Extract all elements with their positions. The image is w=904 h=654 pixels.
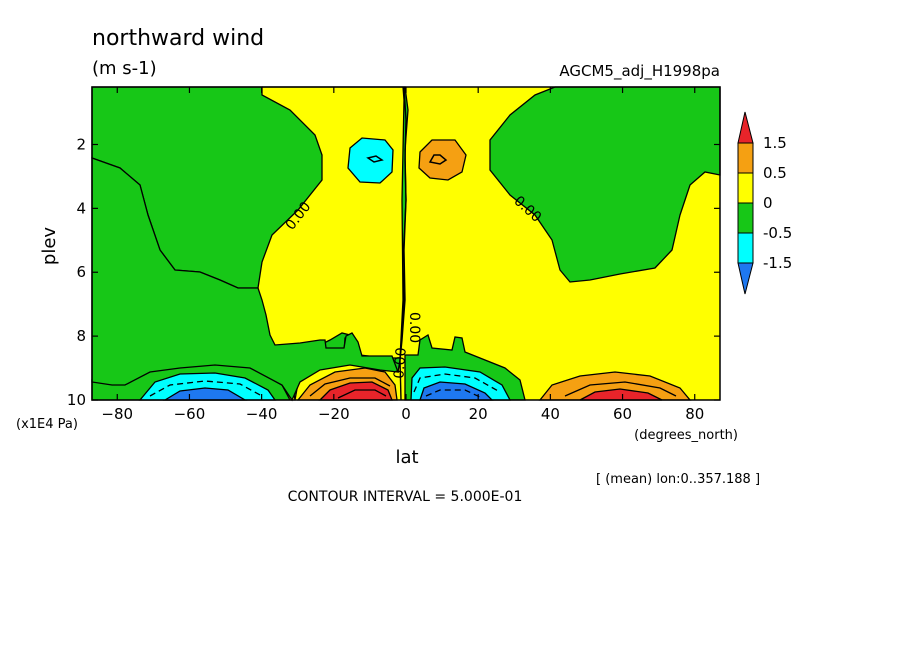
x-tick-label: 60 bbox=[613, 405, 632, 423]
plot-area: 0.00 0.00 0.00 0.00 bbox=[91, 86, 721, 402]
colorbar-swatch-top bbox=[737, 111, 754, 144]
contour-line-nh-inner bbox=[564, 381, 677, 397]
y-tick-label: 8 bbox=[76, 327, 86, 345]
colorbar-label-0: 1.5 bbox=[763, 134, 787, 152]
y-tick-label: 4 bbox=[76, 199, 86, 217]
y-tick-label: 6 bbox=[76, 263, 86, 281]
y-axis-units: (x1E4 Pa) bbox=[16, 417, 78, 432]
colorbar-swatch-bottom bbox=[737, 262, 754, 295]
colorbar-swatch-3 bbox=[737, 202, 754, 234]
y-axis-label: plev bbox=[39, 227, 60, 266]
x-tick-label: 40 bbox=[541, 405, 560, 423]
contour-fill-orange-nh bbox=[538, 371, 692, 401]
colorbar-label-2: 0 bbox=[763, 194, 773, 212]
x-tick-label: −60 bbox=[174, 405, 206, 423]
zero-contour-equator bbox=[399, 86, 407, 401]
contour-label-3: 0.00 bbox=[406, 312, 422, 343]
chart-title: northward wind bbox=[92, 26, 264, 51]
colorbar-swatch-2 bbox=[737, 172, 754, 204]
contour-label-4: 0.00 bbox=[391, 347, 410, 379]
colorbar-label-4: -1.5 bbox=[763, 254, 792, 272]
x-axis-units: (degrees_north) bbox=[634, 428, 738, 443]
colorbar-swatch-4 bbox=[737, 232, 754, 264]
x-tick-label: 20 bbox=[469, 405, 488, 423]
contour-fill-orange-upper bbox=[418, 139, 467, 181]
chart-units: (m s-1) bbox=[92, 58, 157, 79]
contour-line-red-inner2 bbox=[337, 389, 387, 399]
contour-fill-green-left-mid bbox=[91, 157, 399, 402]
y-axis: 2 4 6 8 10 bbox=[67, 135, 720, 409]
contour-line-sh-dash bbox=[149, 380, 263, 397]
colorbar-swatch-1 bbox=[737, 142, 754, 174]
x-tick-label: −40 bbox=[246, 405, 278, 423]
colorbar: 1.5 0.5 0 -0.5 -1.5 bbox=[737, 111, 792, 295]
colorbar-label-1: 0.5 bbox=[763, 164, 787, 182]
x-axis-label: lat bbox=[395, 447, 418, 468]
contour-fill-green-right bbox=[489, 86, 721, 283]
x-axis: −80 −60 −40 −20 0 20 40 60 80 bbox=[101, 87, 704, 423]
contour-fill-cyan-sh bbox=[138, 372, 277, 401]
mean-note: [ (mean) lon:0..357.188 ] bbox=[596, 472, 760, 487]
contour-line-eq-dash1 bbox=[413, 373, 501, 393]
y-tick-label: 10 bbox=[67, 391, 86, 409]
colorbar-label-3: -0.5 bbox=[763, 224, 792, 242]
contour-line-cyan-inner bbox=[366, 155, 384, 163]
x-tick-label: 80 bbox=[685, 405, 704, 423]
x-tick-label: 0 bbox=[401, 405, 411, 423]
x-tick-label: −80 bbox=[101, 405, 133, 423]
x-tick-label: −20 bbox=[318, 405, 350, 423]
contour-interval: CONTOUR INTERVAL = 5.000E-01 bbox=[288, 489, 523, 505]
contour-line-orange-inner bbox=[428, 154, 448, 165]
contour-line-red-inner1 bbox=[309, 377, 391, 397]
dataset-label: AGCM5_adj_H1998pa bbox=[559, 62, 720, 81]
y-tick-label: 2 bbox=[76, 135, 86, 153]
